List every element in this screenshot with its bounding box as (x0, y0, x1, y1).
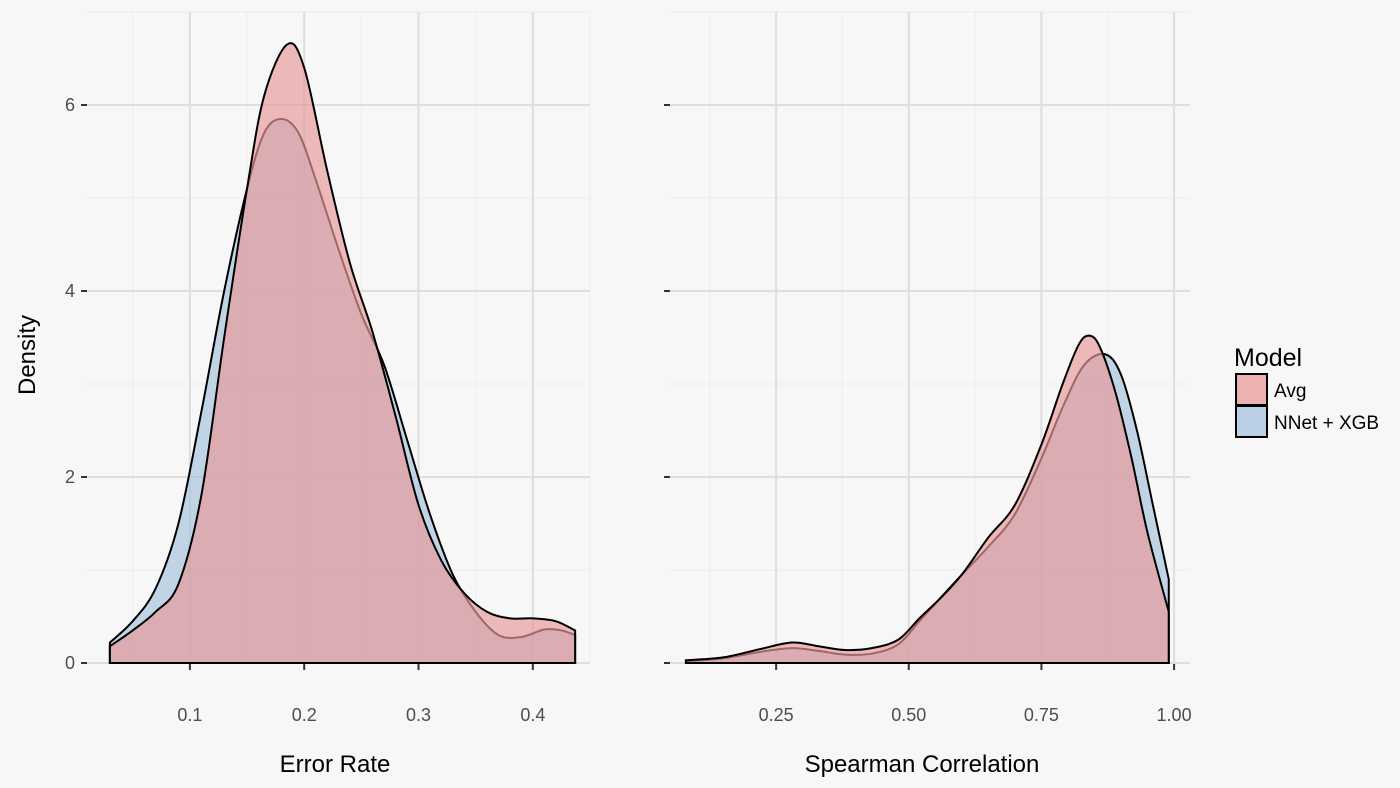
left-x-axis-title: Error Rate (280, 751, 391, 778)
y-axis-title: Density (14, 315, 41, 395)
left-panel: 0.1 0.2 0.3 0.4 0 2 4 6 Error Rate Density (14, 11, 591, 778)
x-tick-label: 0.25 (759, 705, 794, 725)
density-area-avg (108, 42, 577, 664)
x-tick-label: 0.3 (406, 705, 431, 725)
left-panel-x-ticks: 0.1 0.2 0.3 0.4 (177, 664, 545, 725)
legend-items: Avg NNet + XGB (1235, 373, 1379, 438)
legend-label: Avg (1274, 381, 1306, 402)
density-area-avg (684, 334, 1170, 664)
right-panel-y-ticks (664, 104, 670, 664)
legend: Model Avg NNet + XGB (1234, 344, 1379, 438)
legend-label: NNet + XGB (1274, 413, 1379, 434)
x-tick-label: 0.50 (891, 705, 926, 725)
y-tick-label: 6 (65, 95, 75, 115)
legend-key-nnet-xgb (1235, 405, 1268, 438)
right-x-axis-title: Spearman Correlation (805, 751, 1040, 778)
x-tick-label: 1.00 (1157, 705, 1192, 725)
y-tick-label: 4 (65, 281, 75, 301)
y-tick-label: 0 (65, 653, 75, 673)
y-tick-label: 2 (65, 467, 75, 487)
x-tick-label: 0.1 (177, 705, 202, 725)
legend-key-avg (1235, 373, 1268, 406)
right-panel: 0.25 0.50 0.75 1.00 Spearman Correlation (664, 11, 1192, 778)
left-panel-areas (108, 42, 577, 664)
x-tick-label: 0.4 (520, 705, 545, 725)
x-tick-label: 0.75 (1024, 705, 1059, 725)
right-panel-areas (684, 334, 1170, 664)
right-panel-x-ticks: 0.25 0.50 0.75 1.00 (759, 664, 1192, 725)
left-panel-y-ticks: 0 2 4 6 (65, 95, 87, 673)
x-tick-label: 0.2 (292, 705, 317, 725)
legend-title: Model (1234, 344, 1302, 372)
